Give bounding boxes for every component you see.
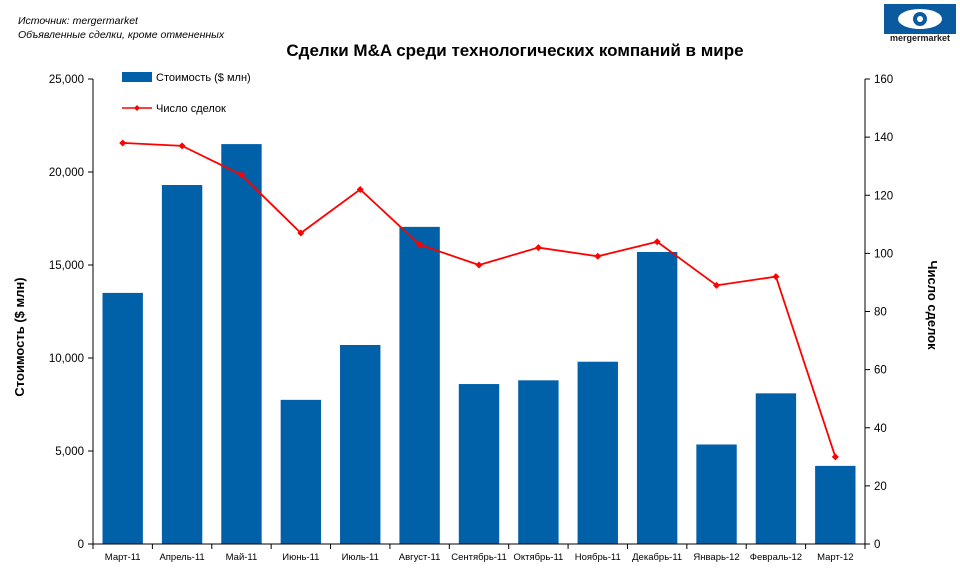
y-right-tick-label-8: 160 xyxy=(874,74,893,86)
source-line-1: Источник: mergermarket xyxy=(18,15,138,27)
x-tick-label-3: Июнь-11 xyxy=(282,552,319,563)
y-tick-label-4: 20,000 xyxy=(49,167,84,179)
bar-2 xyxy=(221,144,262,544)
bar-7 xyxy=(518,380,559,544)
line-point-9 xyxy=(653,238,661,246)
source-note: Источник: mergermarket Объявленные сделк… xyxy=(18,14,224,42)
bar-3 xyxy=(280,399,322,544)
line-point-11 xyxy=(772,273,780,281)
bar-1 xyxy=(161,185,203,544)
line-point-8 xyxy=(594,252,602,260)
x-tick-label-8: Ноябрь-11 xyxy=(575,552,621,563)
line-point-4 xyxy=(356,185,364,193)
line-point-6 xyxy=(475,261,483,269)
y-tick-label-2: 10,000 xyxy=(49,353,84,365)
bar-8 xyxy=(577,361,618,544)
y-right-tick-label-1: 20 xyxy=(874,481,887,493)
line-point-2 xyxy=(237,171,245,179)
bar-0 xyxy=(102,292,143,544)
y-right-tick-label-5: 100 xyxy=(874,248,893,260)
line-point-12 xyxy=(831,453,839,461)
legend-bar-label: Стоимость ($ млн) xyxy=(156,72,251,84)
line-point-3 xyxy=(297,229,305,237)
bar-6 xyxy=(458,384,500,544)
chart-title: Сделки M&A среди технологических компани… xyxy=(286,41,744,60)
bar-4 xyxy=(340,344,381,544)
x-tick-label-7: Октябрь-11 xyxy=(513,552,563,563)
x-tick-label-2: Май-11 xyxy=(226,552,258,563)
y-right-tick-label-7: 140 xyxy=(874,132,893,144)
x-tick-label-11: Февраль-12 xyxy=(750,552,802,563)
y-right-tick-label-2: 40 xyxy=(874,423,887,435)
line-point-1 xyxy=(178,142,186,150)
x-tick-label-10: Январь-12 xyxy=(693,552,739,563)
line-point-5 xyxy=(416,241,424,249)
x-tick-label-9: Декабрь-11 xyxy=(632,552,682,563)
y-right-tick-label-3: 60 xyxy=(874,365,887,377)
bar-5 xyxy=(399,226,440,544)
line-point-0 xyxy=(119,139,127,147)
y-right-tick-label-4: 80 xyxy=(874,307,887,319)
source-line-2: Объявленные сделки, кроме отмененных xyxy=(18,29,225,41)
legend-line-label: Число сделок xyxy=(156,103,226,115)
x-tick-label-12: Март-12 xyxy=(817,552,853,563)
y-axis-title: Стоимость ($ млн) xyxy=(12,277,27,396)
y-right-tick-label-0: 0 xyxy=(874,539,880,551)
y-axis-right-title: Число сделок xyxy=(925,260,940,350)
legend-bar-swatch xyxy=(122,72,152,82)
y-right-tick-label-6: 120 xyxy=(874,190,893,202)
bar-10 xyxy=(696,444,737,544)
y-tick-label-5: 25,000 xyxy=(49,74,84,86)
mergermarket-logo-icon xyxy=(884,4,956,34)
line-point-7 xyxy=(534,244,542,252)
x-tick-label-4: Июль-11 xyxy=(342,552,379,563)
x-tick-label-5: Август-11 xyxy=(399,552,441,563)
bar-11 xyxy=(755,393,797,544)
legend-marker xyxy=(134,105,140,111)
y-tick-label-3: 15,000 xyxy=(49,260,84,272)
x-tick-label-1: Апрель-11 xyxy=(159,552,204,563)
logo-text: mergermarket xyxy=(889,33,951,43)
y-tick-label-0: 0 xyxy=(78,539,84,551)
line-point-10 xyxy=(713,281,721,289)
legend: Стоимость ($ млн) Число сделок xyxy=(122,72,251,115)
x-tick-label-6: Сентябрь-11 xyxy=(451,552,507,563)
bar-9 xyxy=(636,251,678,545)
x-tick-label-0: Март-11 xyxy=(105,552,141,563)
y-tick-label-1: 5,000 xyxy=(55,446,84,458)
bar-12 xyxy=(815,465,856,544)
